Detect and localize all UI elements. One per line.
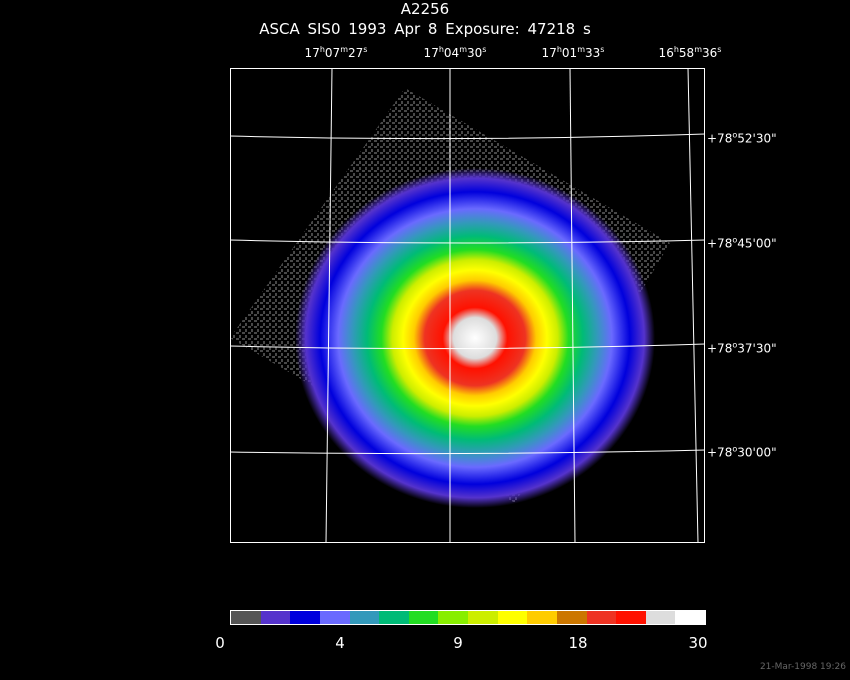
colorbar-label: 9 [453, 634, 463, 652]
image-border [230, 68, 705, 543]
colorbar-swatch [527, 611, 557, 624]
colorbar-swatch [497, 611, 528, 624]
colorbar-label: 18 [568, 634, 588, 652]
colorbar-swatch [586, 611, 617, 624]
xray-image [230, 68, 705, 543]
plot-title: A2256 [400, 0, 450, 18]
dec-tick-label: +78o45'00" [707, 235, 777, 251]
timestamp: 21-Mar-1998 19:26 [759, 662, 846, 672]
colorbar-swatch [260, 611, 291, 624]
ra-tick-label: 17h07m27s [304, 45, 368, 60]
colorbar-swatch [438, 611, 468, 624]
colorbar-swatch [290, 611, 320, 624]
colorbar-swatch [468, 611, 498, 624]
plot-subtitle: ASCA SIS0 1993 Apr 8 Exposure: 47218 s [259, 20, 591, 38]
colorbar-swatch [349, 611, 380, 624]
cluster-emission [295, 168, 655, 508]
ra-tick-label: 17h04m30s [423, 45, 487, 60]
dec-tick-label: +78o37'30" [707, 340, 777, 356]
colorbar-swatch [231, 611, 261, 624]
colorbar-swatch [319, 611, 350, 624]
dec-tick-label: +78o30'00" [707, 444, 777, 460]
colorbar-label: 30 [688, 634, 708, 652]
colorbar-swatch [675, 611, 705, 624]
colorbar-swatch [616, 611, 646, 624]
colorbar-swatch [556, 611, 587, 624]
coordinate-grid [230, 68, 705, 543]
dec-tick-label: +78o52'30" [707, 130, 777, 146]
colorbar-swatch [379, 611, 409, 624]
ra-tick-label: 16h58m36s [658, 45, 722, 60]
ra-tick-label: 17h01m33s [541, 45, 605, 60]
colorbar-swatch [408, 611, 439, 624]
colorbar-label: 0 [215, 634, 225, 652]
colorbar-label: 4 [335, 634, 345, 652]
colorbar-swatch [645, 611, 676, 624]
colorbar [230, 610, 706, 625]
